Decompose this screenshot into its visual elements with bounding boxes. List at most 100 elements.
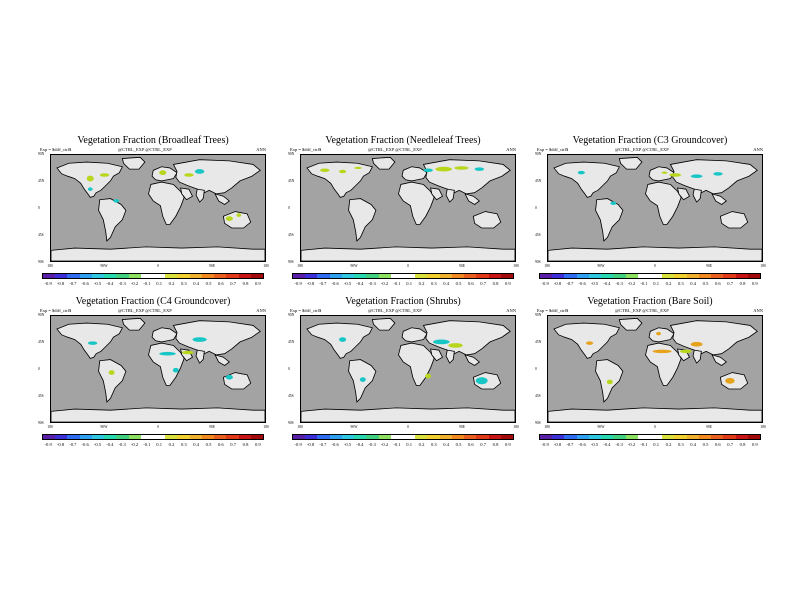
season-label: ANN — [506, 147, 516, 152]
colorbar-label: 0.7 — [480, 442, 487, 447]
colorbar-swatch — [116, 435, 129, 439]
colorbar-label: -0.9 — [294, 281, 302, 286]
landmass-south-america — [595, 198, 624, 242]
colorbar-label: 0.1 — [653, 442, 660, 447]
vegetation-patch — [108, 370, 115, 375]
landmass-greenland — [121, 156, 146, 170]
vegetation-patch — [87, 341, 98, 345]
colorbar-swatch — [214, 274, 227, 278]
colorbar-swatch — [747, 435, 760, 439]
colorbar-swatch — [390, 274, 403, 278]
colorbar-swatch — [564, 274, 577, 278]
colorbar-swatch — [649, 274, 663, 278]
vegetation-patch — [432, 339, 450, 345]
lon-tick-label: 180 — [263, 425, 269, 429]
exp-label: Exp = $diff_ctrl$ — [40, 147, 72, 152]
ctrl-label: @CTRL_EXP @CTRL_EXP — [615, 147, 669, 152]
landmass-asia — [172, 320, 261, 356]
colorbar-label: -0.3 — [118, 281, 126, 286]
colorbar-swatch — [341, 435, 355, 439]
colorbar-swatch — [354, 435, 367, 439]
lon-tick-label: 0 — [407, 264, 409, 268]
lat-tick-label: 45S — [38, 394, 44, 398]
colorbar-label: 0.9 — [254, 442, 261, 447]
landmass-europe — [401, 327, 428, 343]
lon-tick-label: 180 — [263, 264, 269, 268]
vegetation-patch — [577, 170, 585, 175]
lon-tick-label: 90E — [209, 425, 215, 429]
colorbar-label: -0.6 — [578, 442, 586, 447]
lon-tick-label: 90E — [209, 264, 215, 268]
lat-tick-label: 90N — [535, 152, 542, 156]
colorbar-label: 0.2 — [168, 442, 175, 447]
landmass-seasia — [711, 354, 728, 366]
colorbar-label: 0.7 — [727, 442, 734, 447]
exp-label: Exp = $diff_ctrl$ — [40, 308, 72, 313]
colorbar-label: -0.4 — [106, 442, 114, 447]
lat-tick-label: 0 — [38, 367, 40, 371]
colorbar-swatch — [488, 274, 501, 278]
colorbar-label: 0.4 — [193, 281, 200, 286]
colorbar-label: 0.3 — [677, 442, 684, 447]
colorbar-swatch — [439, 435, 452, 439]
colorbar-swatch — [116, 274, 129, 278]
lon-tick-label: 0 — [157, 264, 159, 268]
colorbar-label: 0.6 — [714, 281, 721, 286]
panel-title: Vegetation Fraction (Bare Soil) — [587, 296, 713, 307]
colorbar-swatch — [177, 274, 190, 278]
colorbar-swatch — [488, 435, 501, 439]
colorbar-swatch — [152, 274, 166, 278]
colorbar-label: 0.9 — [751, 281, 758, 286]
vegetation-patch — [236, 213, 242, 217]
colorbar-label: 0.8 — [492, 442, 499, 447]
exp-label: Exp = $diff_ctrl$ — [537, 147, 569, 152]
ctrl-label: @CTRL_EXP @CTRL_EXP — [368, 147, 422, 152]
vegetation-patch — [425, 373, 432, 379]
colorbar-label: 0.2 — [665, 281, 672, 286]
colorbar-swatch — [128, 274, 141, 278]
colorbar-swatch — [552, 435, 565, 439]
landmass-antarctica — [51, 407, 265, 422]
colorbar-swatch — [165, 435, 178, 439]
colorbar-swatch — [613, 274, 626, 278]
vegetation-patch — [339, 337, 347, 342]
colorbar-swatch — [464, 274, 477, 278]
lon-tick-label: 0 — [157, 425, 159, 429]
landmass-antarctica — [301, 407, 515, 422]
lon-tick-label: 180 — [760, 264, 766, 268]
lat-tick-label: 45S — [535, 233, 541, 237]
landmass-arabia — [430, 348, 444, 362]
landmass-india — [692, 349, 702, 364]
landmass-seasia — [464, 354, 481, 366]
colorbar-label: -0.3 — [368, 442, 376, 447]
colorbar-swatch — [354, 274, 367, 278]
colorbar — [539, 434, 761, 440]
colorbar-swatch — [226, 274, 239, 278]
landmass-africa — [148, 181, 185, 225]
colorbar-label: -0.1 — [393, 442, 401, 447]
lon-tick-label: 180 — [513, 425, 519, 429]
lat-tick-label: 45S — [288, 394, 294, 398]
colorbar-swatch — [329, 435, 342, 439]
colorbar-label: -0.4 — [356, 442, 364, 447]
lat-tick-label: 0 — [535, 206, 537, 210]
colorbar-swatch — [305, 274, 318, 278]
colorbar-label: 0.8 — [739, 442, 746, 447]
lat-tick-label: 90N — [38, 313, 45, 317]
colorbar-swatch — [104, 435, 117, 439]
colorbar-swatch — [476, 435, 489, 439]
colorbar-label: -0.6 — [331, 281, 339, 286]
colorbar-swatch — [711, 274, 724, 278]
lon-tick-label: 0 — [407, 425, 409, 429]
landmass-africa — [398, 181, 435, 225]
colorbar-label: -0.7 — [69, 442, 77, 447]
colorbar-swatch — [140, 274, 153, 278]
landmass-india — [445, 188, 455, 203]
landmass-europe — [648, 166, 675, 182]
colorbar-label: -0.7 — [566, 281, 574, 286]
lat-tick-label: 90N — [38, 152, 45, 156]
lon-tick-label: 180 — [544, 264, 550, 268]
landmass-north-america — [553, 161, 620, 198]
vegetation-patch — [679, 349, 692, 354]
colorbar-label: -0.2 — [130, 281, 139, 286]
